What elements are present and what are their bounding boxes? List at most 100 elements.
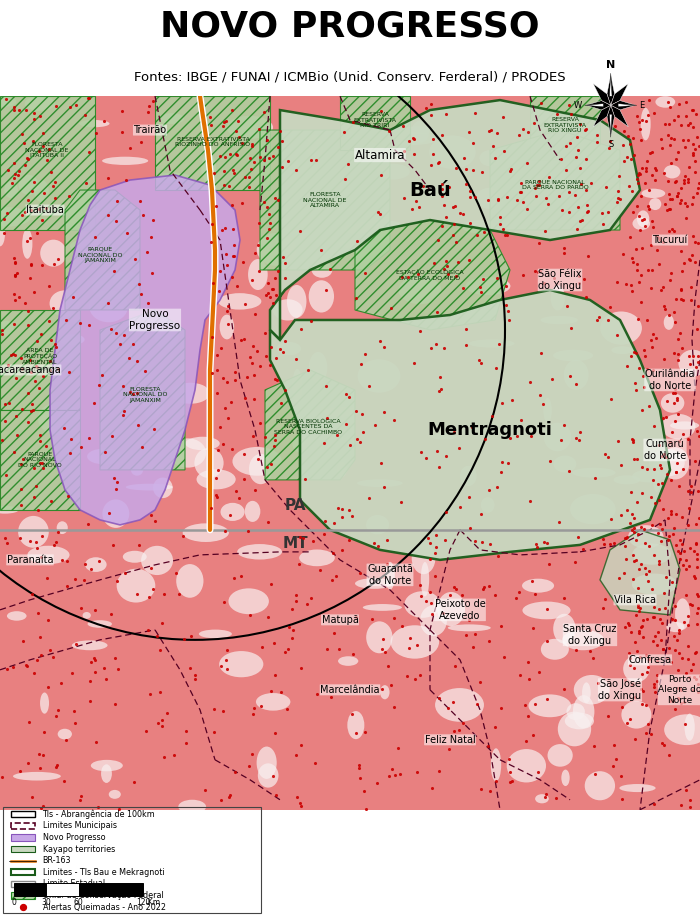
Point — [15, 498, 27, 512]
Point — [337, 543, 348, 557]
Point — [654, 493, 665, 508]
Point — [107, 537, 118, 552]
Point — [533, 236, 544, 251]
Text: S: S — [608, 140, 613, 149]
Ellipse shape — [195, 448, 223, 478]
Point — [189, 673, 200, 687]
Point — [97, 368, 108, 382]
Ellipse shape — [481, 497, 494, 512]
Point — [671, 465, 682, 479]
Point — [647, 214, 658, 229]
Point — [370, 418, 381, 433]
Point — [690, 154, 700, 168]
Point — [640, 698, 651, 713]
Point — [475, 675, 486, 690]
Point — [276, 684, 287, 699]
Point — [61, 313, 72, 328]
Point — [99, 661, 110, 675]
Point — [378, 480, 389, 495]
Point — [529, 587, 540, 601]
Point — [647, 518, 658, 533]
Point — [83, 431, 94, 446]
Ellipse shape — [102, 500, 130, 528]
Ellipse shape — [355, 578, 394, 589]
Point — [434, 691, 445, 705]
Point — [645, 727, 657, 741]
Point — [477, 272, 489, 286]
Point — [636, 189, 647, 204]
Point — [635, 520, 646, 534]
Point — [628, 147, 639, 162]
Ellipse shape — [412, 542, 435, 575]
Point — [536, 346, 547, 361]
Point — [354, 565, 365, 580]
Point — [13, 289, 24, 304]
Point — [48, 179, 59, 194]
Point — [36, 327, 47, 341]
Point — [688, 544, 699, 558]
Point — [132, 385, 143, 400]
Point — [692, 547, 700, 562]
Point — [156, 718, 167, 733]
Point — [247, 339, 258, 353]
Point — [263, 221, 274, 236]
Ellipse shape — [435, 688, 484, 722]
Point — [516, 176, 527, 190]
Text: 30: 30 — [41, 899, 51, 908]
Point — [570, 431, 581, 446]
Point — [382, 659, 393, 673]
Point — [664, 117, 675, 132]
Ellipse shape — [22, 229, 32, 259]
Point — [8, 170, 20, 185]
Point — [412, 266, 423, 281]
Point — [642, 199, 653, 213]
Point — [71, 98, 82, 113]
Point — [255, 698, 266, 713]
Point — [469, 189, 480, 204]
Point — [413, 199, 424, 214]
Point — [648, 105, 659, 120]
Point — [417, 179, 428, 194]
Point — [305, 313, 316, 328]
Point — [495, 465, 506, 479]
Point — [652, 477, 664, 491]
Point — [111, 193, 122, 208]
Point — [552, 107, 563, 122]
Text: 60: 60 — [74, 899, 83, 908]
Point — [676, 510, 687, 524]
Point — [648, 600, 659, 615]
Point — [629, 731, 641, 746]
Point — [646, 263, 657, 277]
Ellipse shape — [108, 790, 121, 799]
Point — [686, 293, 697, 307]
Point — [408, 146, 419, 161]
Point — [34, 428, 46, 443]
Point — [94, 554, 105, 568]
Point — [144, 590, 155, 605]
Point — [631, 452, 643, 467]
Point — [93, 378, 104, 393]
Point — [634, 650, 645, 664]
Point — [288, 622, 299, 637]
Point — [648, 220, 659, 234]
Point — [146, 507, 157, 522]
Ellipse shape — [412, 121, 429, 143]
Point — [626, 506, 637, 521]
Point — [687, 136, 699, 151]
Point — [475, 285, 486, 299]
Point — [535, 387, 546, 402]
Text: Novo
Progresso: Novo Progresso — [130, 309, 181, 331]
Point — [133, 537, 144, 552]
Point — [642, 154, 653, 168]
Point — [270, 271, 281, 285]
Point — [503, 304, 514, 318]
Point — [270, 191, 281, 206]
Point — [671, 173, 682, 188]
Point — [572, 221, 583, 236]
Point — [630, 689, 641, 704]
Point — [680, 782, 692, 797]
Point — [425, 585, 436, 599]
Point — [242, 523, 253, 538]
Point — [631, 108, 643, 123]
Point — [512, 193, 523, 208]
